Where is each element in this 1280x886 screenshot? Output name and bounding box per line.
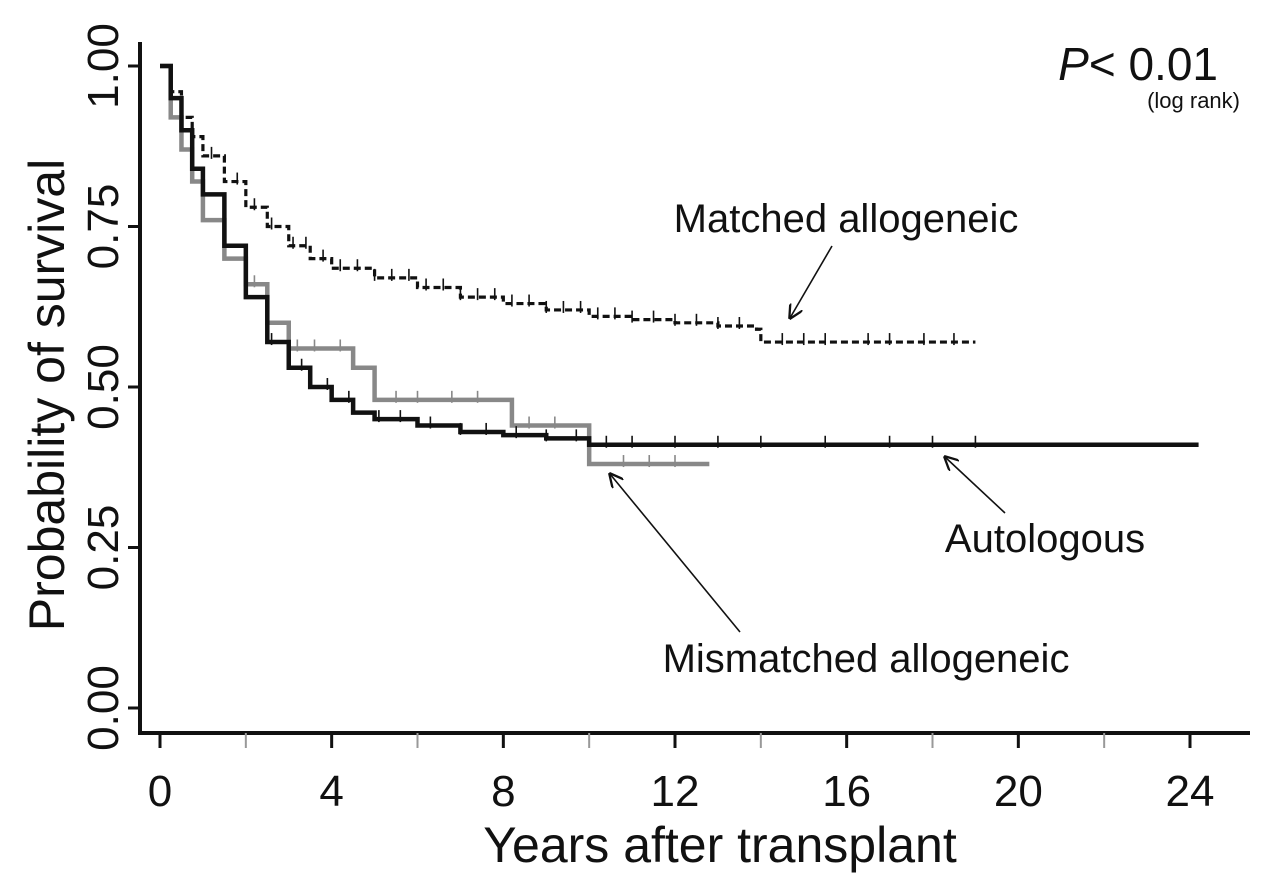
x-tick-label: 24 <box>1166 767 1215 816</box>
series-autologous <box>160 63 1199 448</box>
y-tick-label: 0.25 <box>79 505 128 591</box>
y-tick-label: 0.00 <box>79 665 128 751</box>
y-tick-label: 1.00 <box>79 23 128 109</box>
y-tick-label: 0.50 <box>79 344 128 430</box>
x-tick-label: 0 <box>148 767 172 816</box>
arrow-matched-allogeneic <box>790 245 833 318</box>
y-ticks: 0.00 0.25 0.50 0.75 1.00 <box>79 23 140 751</box>
series-layer <box>160 63 1199 467</box>
x-tick-label: 4 <box>319 767 343 816</box>
y-tick-label: 0.75 <box>79 184 128 270</box>
arrow-mismatched-allogeneic <box>610 474 741 633</box>
arrow-autologous <box>945 457 1006 514</box>
label-autologous: Autologous <box>945 517 1145 561</box>
x-ticks: 0 4 8 12 16 20 24 <box>148 733 1215 816</box>
p-value: P< 0.01 <box>1058 38 1218 90</box>
p-value-note: (log rank) <box>1147 88 1240 113</box>
censor-marks <box>210 146 977 468</box>
x-axis-title: Years after transplant <box>483 817 957 873</box>
x-tick-label: 20 <box>994 767 1043 816</box>
label-matched-allogeneic: Matched allogeneic <box>674 197 1019 241</box>
x-tick-label: 16 <box>822 767 871 816</box>
y-axis-title: Probability of survival <box>19 159 75 631</box>
label-mismatched-allogeneic: Mismatched allogeneic <box>663 637 1070 681</box>
p-value-text: < 0.01 <box>1089 38 1218 90</box>
series-mismatched-allogeneic <box>160 63 710 467</box>
x-tick-label: 12 <box>651 767 700 816</box>
p-value-prefix: P <box>1058 38 1089 90</box>
x-tick-label: 8 <box>491 767 515 816</box>
